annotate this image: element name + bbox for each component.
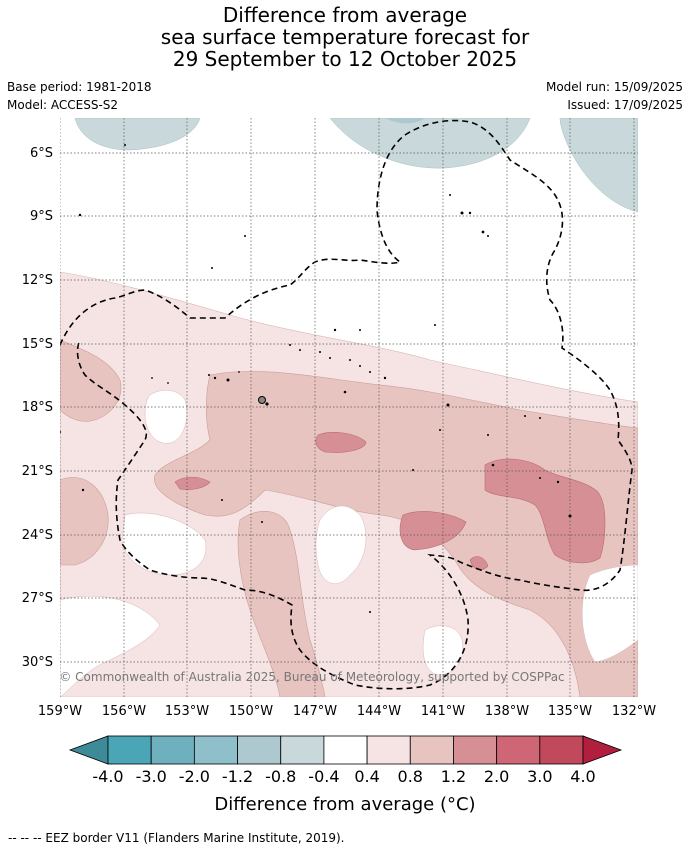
lat-label-30s: 30°S bbox=[22, 655, 53, 670]
meta-right: Model run: 15/09/2025 Issued: 17/09/2025 bbox=[546, 78, 683, 114]
islands bbox=[60, 144, 572, 613]
colorbar-tick-label: -0.4 bbox=[308, 767, 339, 786]
anomaly-region-1.2-2.0-center bbox=[399, 511, 467, 551]
anomaly-neutral-hole-3 bbox=[315, 505, 367, 584]
colorbar-segment bbox=[237, 735, 282, 765]
title-line-1: Difference from average bbox=[222, 3, 468, 27]
anomaly-region-0.8-1.2 bbox=[154, 371, 638, 697]
chart-title: Difference from average sea surface temp… bbox=[0, 4, 690, 70]
lat-label-15s: 15°S bbox=[22, 337, 53, 352]
colorbar-segment bbox=[496, 735, 541, 765]
base-period: Base period: 1981-2018 bbox=[7, 80, 152, 94]
colorbar-segment bbox=[409, 735, 454, 765]
lat-label-18s: 18°S bbox=[22, 400, 53, 415]
lat-label-6s: 6°S bbox=[30, 146, 53, 161]
title-line-2: sea surface temperature forecast for bbox=[160, 25, 530, 49]
colorbar-tick-label: -1.2 bbox=[222, 767, 253, 786]
lat-label-24s: 24°S bbox=[22, 528, 53, 543]
colorbar-tick-label: -2.0 bbox=[179, 767, 210, 786]
colorbar-tick-label: 2.0 bbox=[484, 767, 509, 786]
lon-label-150w: 150°W bbox=[229, 704, 273, 719]
cool-region-top-right bbox=[559, 118, 638, 213]
lat-label-27s: 27°S bbox=[22, 591, 53, 606]
anomaly-neutral-hole-1 bbox=[144, 390, 188, 444]
anomaly-region-0.8-1.2-mid bbox=[237, 511, 326, 697]
lon-label-141w: 141°W bbox=[421, 704, 465, 719]
colorbar-segment bbox=[107, 735, 152, 765]
colorbar-extend-low bbox=[68, 735, 109, 765]
map-area: © Commonwealth of Australia 2025, Bureau… bbox=[59, 118, 638, 697]
lon-label-138w: 138°W bbox=[485, 704, 529, 719]
anomaly-region-1.2-2.0-east bbox=[484, 458, 606, 564]
colorbar-tick-label: 3.0 bbox=[527, 767, 552, 786]
lon-label-144w: 144°W bbox=[357, 704, 401, 719]
cool-region-top-left bbox=[74, 118, 201, 151]
cool-region-top-center bbox=[329, 118, 531, 169]
longitude-labels: 159°W 156°W 153°W 150°W 147°W 144°W 141°… bbox=[38, 704, 656, 719]
colorbar-tick-label: 0.8 bbox=[398, 767, 423, 786]
lon-label-156w: 156°W bbox=[102, 704, 146, 719]
colorbar-tick-label: -4.0 bbox=[92, 767, 123, 786]
anomaly-neutral-hole-5 bbox=[60, 595, 161, 697]
map-credit: © Commonwealth of Australia 2025, Bureau… bbox=[59, 670, 564, 684]
issued-date: Issued: 17/09/2025 bbox=[567, 98, 683, 112]
colorbar-segment bbox=[150, 735, 195, 765]
lat-label-12s: 12°S bbox=[22, 273, 53, 288]
colorbar-segment bbox=[323, 735, 368, 765]
colorbar-tick-label: -0.8 bbox=[265, 767, 296, 786]
colorbar-segment bbox=[453, 735, 498, 765]
colorbar-tick-label: -3.0 bbox=[136, 767, 167, 786]
lon-label-147w: 147°W bbox=[293, 704, 337, 719]
anomaly-region-1.2-2.0-north bbox=[315, 432, 367, 453]
title-line-3: 29 September to 12 October 2025 bbox=[172, 47, 518, 71]
colorbar-segment bbox=[539, 735, 584, 765]
colorbar-segment bbox=[193, 735, 238, 765]
colorbar-tick-label: 0.4 bbox=[354, 767, 379, 786]
cool-region-small bbox=[385, 118, 425, 124]
colorbar-tick-label: 1.2 bbox=[441, 767, 466, 786]
latitude-labels: 6°S 9°S 12°S 15°S 18°S 21°S 24°S 27°S 30… bbox=[22, 146, 53, 670]
eez-legend-note: -- -- -- EEZ border V11 (Flanders Marine… bbox=[8, 831, 345, 845]
colorbar-title: Difference from average (°C) bbox=[214, 794, 476, 815]
anomaly-neutral-hole-2 bbox=[121, 512, 207, 576]
lon-label-153w: 153°W bbox=[165, 704, 209, 719]
lat-label-21s: 21°S bbox=[22, 464, 53, 479]
colorbar-extend-high bbox=[582, 735, 623, 765]
colorbar: -4.0 -3.0 -2.0 -1.2 -0.8 -0.4 0.4 0.8 1.2 2.0 3.0 4… bbox=[68, 735, 623, 786]
model-run: Model run: 15/09/2025 bbox=[545, 80, 683, 94]
meta-left: Base period: 1981-2018 Model: ACCESS-S2 bbox=[7, 78, 152, 114]
lon-label-159w: 159°W bbox=[38, 704, 82, 719]
anomaly-region-0.8-1.2-sw bbox=[60, 477, 109, 566]
model-name: Model: ACCESS-S2 bbox=[7, 98, 119, 112]
lon-label-135w: 135°W bbox=[548, 704, 592, 719]
colorbar-segment bbox=[280, 735, 325, 765]
lat-label-9s: 9°S bbox=[30, 209, 53, 224]
eez-border bbox=[60, 119, 633, 690]
colorbar-segment bbox=[366, 735, 411, 765]
lon-label-132w: 132°W bbox=[612, 704, 656, 719]
colorbar-tick-label: 4.0 bbox=[570, 767, 595, 786]
anomaly-region-1.2-2.0-small bbox=[469, 556, 489, 571]
